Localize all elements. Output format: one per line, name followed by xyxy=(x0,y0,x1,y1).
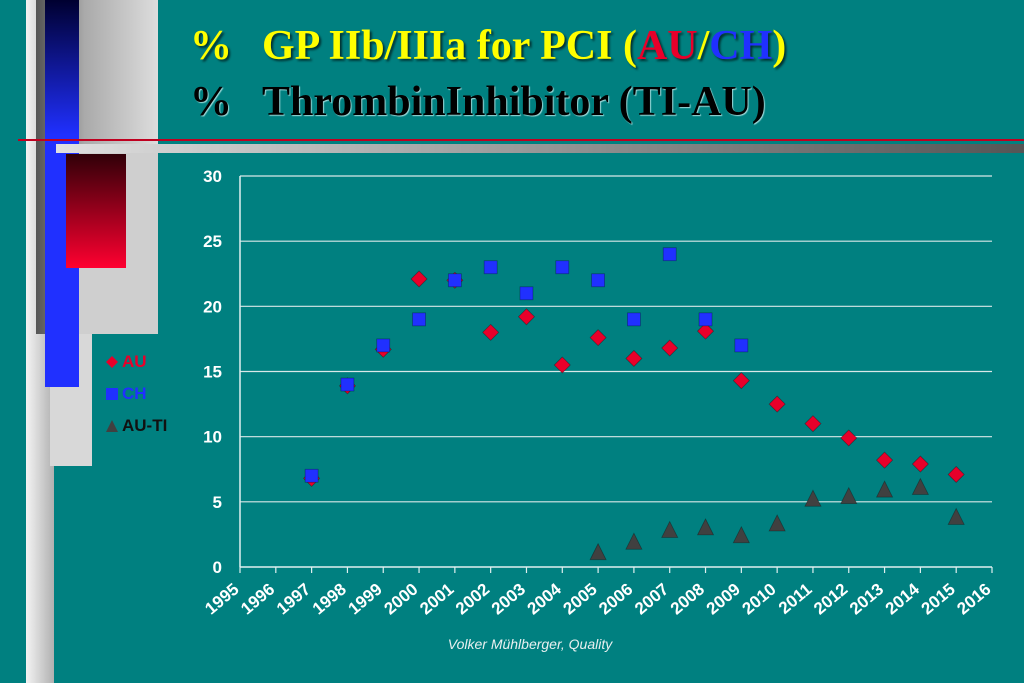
x-tick-label: 1997 xyxy=(273,580,314,619)
x-tick-label: 1999 xyxy=(345,580,386,619)
y-tick-label: 15 xyxy=(203,363,222,382)
footer-credit: Volker Mühlberger, Quality xyxy=(447,636,613,652)
title-percent-2: % xyxy=(190,79,232,125)
legend-item-ch: CH xyxy=(104,378,167,410)
title-line-1: % GP IIb/IIIa for PCI (AU/CH) xyxy=(190,18,1020,74)
data-point-au xyxy=(517,308,536,326)
data-point-ch xyxy=(483,260,498,275)
x-tick-label: 2006 xyxy=(595,580,636,619)
x-tick-label: 2003 xyxy=(488,580,529,619)
data-point-ch xyxy=(376,338,391,353)
x-tick-label: 2010 xyxy=(739,580,780,619)
slide-title: % GP IIb/IIIa for PCI (AU/CH) % ThrombinIn… xyxy=(190,18,1020,130)
x-tick-label: 2013 xyxy=(846,580,887,619)
data-point-au-ti xyxy=(911,477,930,495)
title-close-paren: ) xyxy=(772,23,787,69)
y-tick-label: 20 xyxy=(203,297,222,316)
data-point-ch xyxy=(662,247,677,262)
x-tick-label: 2007 xyxy=(631,580,672,619)
data-point-au xyxy=(589,329,607,347)
data-point-au-ti xyxy=(804,489,822,507)
data-point-ch xyxy=(304,468,319,483)
x-tick-label: 2015 xyxy=(918,580,959,619)
data-point-au-ti xyxy=(840,486,858,505)
data-point-au-ti xyxy=(768,514,786,532)
data-point-au xyxy=(947,465,965,484)
data-point-ch xyxy=(698,312,713,327)
x-tick-label: 2000 xyxy=(380,580,421,619)
x-tick-label: 2016 xyxy=(953,580,994,619)
title-au-word: AU xyxy=(636,23,698,69)
data-point-au-ti xyxy=(732,525,750,544)
data-point-ch xyxy=(734,338,749,353)
data-point-au xyxy=(911,455,929,473)
data-point-au-ti xyxy=(875,480,894,498)
data-point-ch xyxy=(340,377,355,392)
y-tick-label: 0 xyxy=(213,558,222,577)
x-tick-label: 2001 xyxy=(416,580,457,619)
y-tick-label: 30 xyxy=(203,167,222,186)
data-point-au xyxy=(553,356,571,374)
data-point-ch xyxy=(412,312,426,327)
data-point-ch xyxy=(519,286,534,301)
x-tick-label: 1996 xyxy=(237,580,278,619)
data-point-au xyxy=(804,415,822,433)
legend-label-ch: CH xyxy=(122,384,147,403)
x-tick-label: 1998 xyxy=(309,580,350,619)
legend-item-au-ti: AU-TI xyxy=(104,410,167,442)
data-point-au xyxy=(661,339,679,357)
data-point-au xyxy=(410,270,428,288)
title-line-2: % ThrombinInhibitor (TI-AU) xyxy=(190,74,1020,130)
x-tick-label: 2011 xyxy=(775,580,815,618)
legend-square-marker xyxy=(104,386,120,402)
y-tick-label: 5 xyxy=(213,493,222,512)
data-point-ch xyxy=(591,273,605,288)
x-tick-label: 2014 xyxy=(882,579,924,618)
x-tick-label: 2008 xyxy=(667,580,708,619)
title-text-2: ThrombinInhibitor (TI-AU) xyxy=(262,79,766,125)
deco-red-bar xyxy=(66,154,126,268)
legend-item-au: AU xyxy=(104,346,167,378)
x-tick-label: 2009 xyxy=(703,580,744,619)
x-tick-label: 2004 xyxy=(524,579,566,618)
legend-diamond-marker xyxy=(104,354,120,370)
x-tick-label: 1995 xyxy=(201,580,242,619)
title-percent-1: % xyxy=(190,23,232,69)
title-ch-word: CH xyxy=(709,23,773,69)
legend-label-au-ti: AU-TI xyxy=(122,416,168,435)
data-point-au xyxy=(876,451,894,469)
title-rule-shadow xyxy=(56,144,1024,153)
data-point-au xyxy=(840,429,858,447)
y-tick-label: 10 xyxy=(203,428,222,447)
title-text-1: GP IIb/IIIa for PCI ( xyxy=(262,23,637,69)
x-tick-label: 2005 xyxy=(559,580,600,619)
data-point-au xyxy=(732,372,750,390)
data-point-ch xyxy=(627,312,641,327)
chart-legend: AU CH AU-TI xyxy=(104,346,167,442)
data-point-au xyxy=(625,349,643,368)
data-point-au xyxy=(482,323,500,341)
data-point-au-ti xyxy=(589,542,607,561)
data-point-au-ti xyxy=(947,507,965,525)
data-point-ch xyxy=(447,273,462,288)
data-point-au-ti xyxy=(625,532,643,550)
title-rule-line xyxy=(18,139,1024,141)
legend-triangle-marker xyxy=(104,418,120,434)
data-point-au xyxy=(768,395,786,413)
legend-label-au: AU xyxy=(122,352,147,371)
data-point-ch xyxy=(555,260,570,275)
x-tick-label: 2012 xyxy=(810,580,851,619)
x-tick-label: 2002 xyxy=(452,580,493,619)
data-point-au-ti xyxy=(661,520,679,538)
data-point-au xyxy=(696,322,715,340)
title-separator: / xyxy=(697,23,710,69)
data-point-au-ti xyxy=(696,518,715,536)
y-tick-label: 25 xyxy=(203,232,222,251)
